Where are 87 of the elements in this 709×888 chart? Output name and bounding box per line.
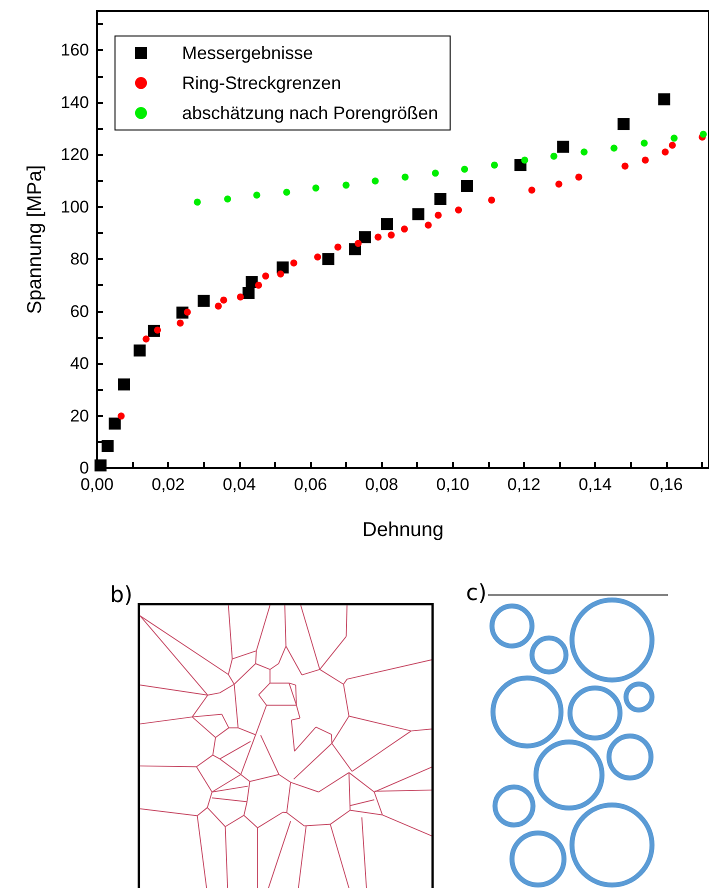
point [402,174,409,181]
y-tick-label: 0 [80,458,89,478]
point [253,192,260,199]
y-axis-title: Spannung [MPa] [24,165,46,314]
point [134,344,146,356]
point [488,196,496,204]
y-tick-label: 80 [70,250,89,269]
y-tick-label: 160 [60,40,89,60]
point [640,140,648,147]
point [290,260,298,266]
point [618,118,630,130]
x-tick-label: 0,02 [152,475,185,494]
point [642,156,649,164]
point [198,294,210,307]
point [354,240,362,247]
y-tick-label: 60 [70,302,89,321]
legend-label: abschätzung nach Porengrößen [182,103,438,123]
point [214,302,222,310]
y-tick-label: 40 [70,354,89,374]
x-tick-label: 0,06 [294,475,328,494]
point [94,459,107,472]
point [555,180,562,188]
point [358,231,371,244]
x-tick-label: 0,12 [507,475,541,494]
point [142,335,150,342]
point [550,152,558,160]
point [424,222,432,229]
point [380,218,393,230]
point [700,130,707,138]
point [220,296,228,304]
x-tick-label: 0,00 [80,475,114,494]
point [521,156,528,164]
legend-label: Ring-Streckgrenzen [182,73,342,93]
point [580,148,588,156]
text: b) [110,583,133,608]
point [557,140,570,153]
point [662,148,669,156]
point [400,226,408,233]
point [108,418,121,430]
point [374,234,382,241]
point [118,378,130,390]
legend-label: Messergebnisse [182,43,314,63]
point [461,166,468,173]
point [314,254,322,260]
point [575,174,582,181]
point [372,178,379,184]
point [176,320,184,327]
point [434,193,446,206]
point [283,188,290,196]
point [528,186,536,194]
text: c) [466,581,487,606]
point [432,170,439,177]
point [277,270,284,278]
point [388,232,395,239]
point [312,184,320,192]
point [622,162,629,170]
point [461,180,474,192]
y-tick-label: 100 [60,197,89,216]
y-tick-label: 120 [60,145,89,164]
x-tick-label: 0,16 [650,475,683,494]
point [262,272,270,280]
point [455,206,462,214]
point [118,412,125,420]
point [610,144,618,152]
point [412,208,424,220]
point [334,244,342,251]
x-tick-label: 0,08 [365,475,398,494]
point [184,308,191,316]
y-tick-label: 140 [60,92,89,112]
point [658,93,670,106]
point [490,162,498,169]
y-tick-label: 20 [70,406,89,426]
point [668,142,676,149]
point [342,182,350,189]
x-tick-label: 0,14 [578,475,612,494]
point [224,196,232,203]
point [194,198,201,206]
x-tick-label: 0,04 [222,475,256,494]
x-tick-label: 0,10 [436,475,470,494]
point [322,253,334,266]
point [102,440,114,452]
point [434,212,442,219]
x-axis-title: Dehnung [362,519,444,541]
point [242,287,255,300]
point [255,282,262,289]
point [670,134,678,142]
point [236,293,244,300]
